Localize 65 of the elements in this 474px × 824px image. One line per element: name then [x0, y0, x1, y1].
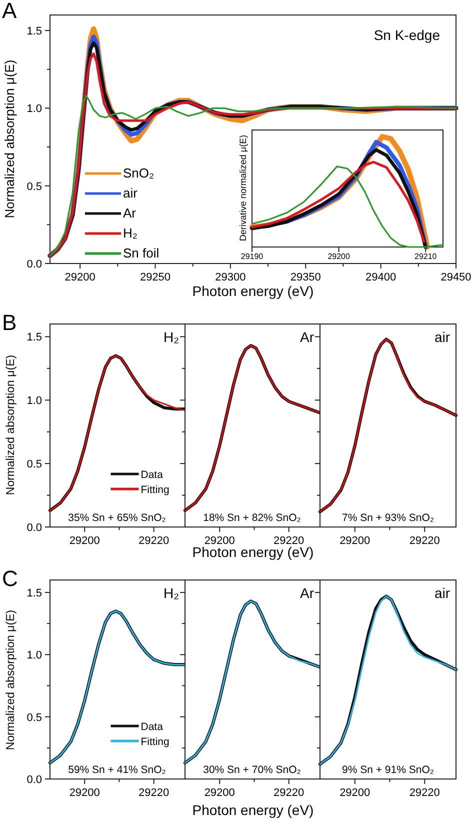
x-tick-label: 29250: [140, 272, 171, 284]
annotation: Sn K-edge: [374, 27, 440, 43]
chart-title: H₂: [163, 329, 179, 345]
x-tick-label: 29220: [138, 535, 170, 547]
legend-label: air: [123, 186, 138, 200]
x-tick-label: 29350: [290, 272, 321, 284]
text: C: [2, 566, 18, 591]
x-axis-title: Photon energy (eV): [192, 544, 314, 560]
y-tick-label: 0.0: [26, 774, 42, 786]
x-tick-label: 29200: [340, 535, 370, 547]
x-tick-label: 29300: [215, 272, 246, 284]
annotation: 7% Sn + 93% SnO₂: [342, 512, 434, 524]
x-axis-title: Photon energy (eV): [192, 283, 314, 299]
x-tick-label: 29200: [69, 535, 100, 547]
x-tick-label: 29200: [64, 272, 96, 284]
x-tick-label: 29200: [204, 535, 235, 547]
x-tick-label: 29190: [240, 252, 264, 261]
annotation: 35% Sn + 65% SnO₂: [68, 512, 166, 524]
y-tick-label: 0.5: [26, 458, 42, 471]
x-axis-title: Photon energy (eV): [192, 802, 314, 818]
x-tick-label: 29210: [414, 252, 438, 261]
legend-label: Fitting: [140, 736, 170, 748]
y-axis-title: Normalized absorption μ(E): [5, 354, 17, 496]
legend-label: Ar: [123, 206, 137, 220]
annotation: 18% Sn + 82% SnO₂: [203, 512, 301, 524]
y-tick-label: 1.5: [26, 26, 42, 38]
legend-label: H₂: [123, 226, 138, 240]
x-tick-label: 29200: [328, 252, 350, 261]
annotation: 59% Sn + 41% SnO₂: [68, 764, 166, 776]
x-tick-label: 29200: [204, 787, 235, 799]
y-axis-title: Normalized absorption μ(E): [2, 60, 17, 218]
text: A: [2, 0, 17, 23]
y-tick-label: 1.5: [26, 587, 42, 600]
y-tick-label: 1.0: [26, 650, 42, 662]
y-tick-label: 1.0: [26, 103, 42, 116]
x-tick-label: 29200: [69, 787, 100, 799]
x-tick-label: 29220: [274, 787, 304, 799]
y-tick-label: 0.5: [26, 180, 42, 193]
x-tick-label: 29450: [440, 272, 472, 284]
chart-title: H₂: [163, 585, 179, 601]
chart-title: Ar: [300, 585, 314, 601]
legend-label: Fitting: [140, 484, 170, 496]
y-tick-label: 0.5: [26, 712, 42, 724]
legend-label: SnO₂: [123, 166, 154, 180]
x-tick-label: 29400: [366, 272, 396, 284]
y-axis-title: Derivative normalized μ(E): [238, 134, 248, 242]
annotation: 30% Sn + 70% SnO₂: [203, 764, 301, 776]
y-tick-label: 1.5: [26, 332, 42, 344]
chart-title: Ar: [300, 329, 314, 345]
text: B: [2, 310, 17, 335]
y-tick-label: 1.0: [26, 395, 42, 408]
legend-label: Data: [140, 469, 164, 481]
chart-title: air: [434, 585, 450, 601]
chart-title: air: [434, 329, 450, 345]
legend-label: Data: [140, 721, 164, 733]
x-tick-label: 29220: [138, 787, 170, 799]
y-axis-title: Normalized absorption μ(E): [5, 610, 17, 750]
x-tick-label: 29220: [409, 535, 440, 547]
legend-label: Sn foil: [123, 246, 160, 260]
x-tick-label: 29200: [340, 787, 370, 799]
y-tick-label: 0.0: [26, 258, 42, 270]
x-tick-label: 29220: [409, 787, 440, 799]
x-tick-label: 29220: [274, 535, 304, 547]
annotation: 9% Sn + 91% SnO₂: [342, 764, 434, 776]
y-tick-label: 0.0: [26, 522, 42, 534]
